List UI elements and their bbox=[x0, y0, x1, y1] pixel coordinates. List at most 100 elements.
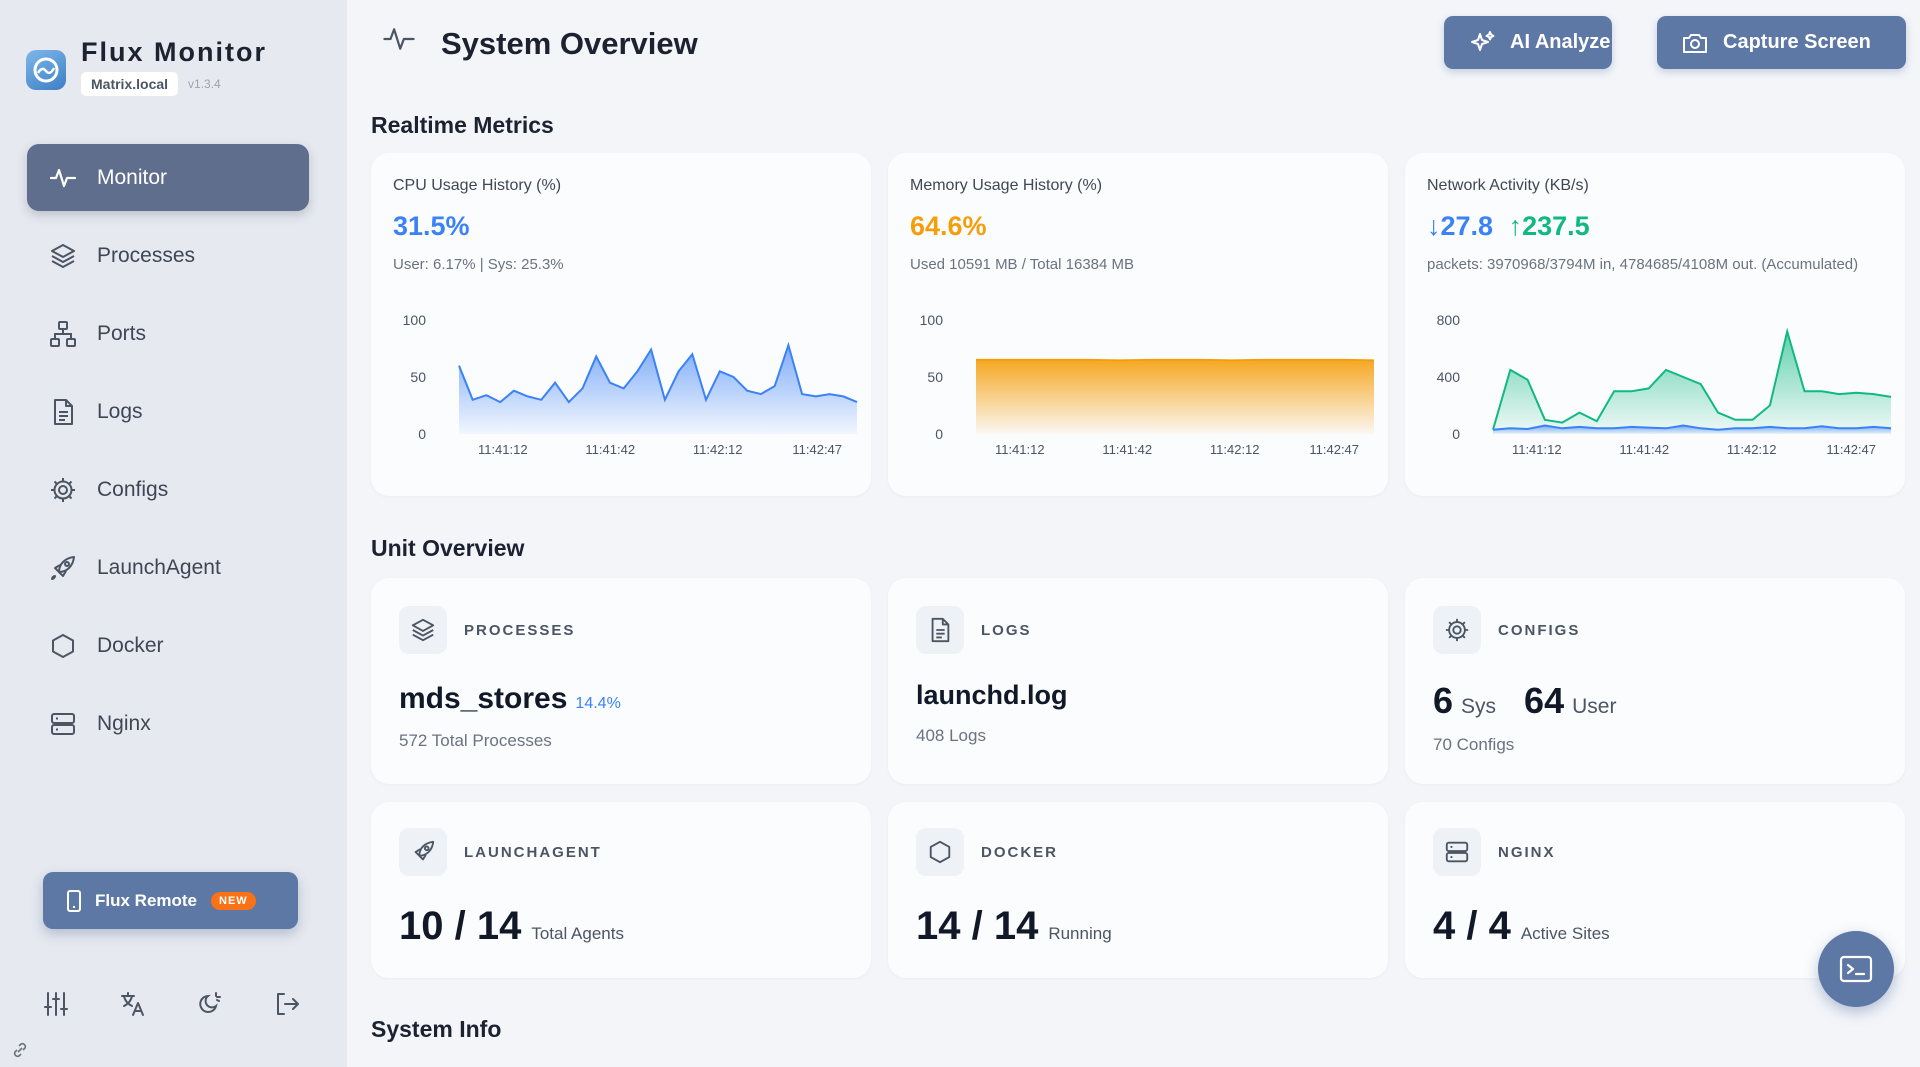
unit-label: NGINX bbox=[1498, 843, 1556, 861]
server-icon bbox=[1433, 828, 1481, 876]
nginx-count: 4 / 4 bbox=[1433, 904, 1511, 948]
sidebar-item-label: Monitor bbox=[97, 165, 168, 189]
layers-icon bbox=[48, 241, 78, 271]
top-process-pct: 14.4% bbox=[575, 695, 621, 712]
unit-sub: 70 Configs bbox=[1433, 735, 1515, 754]
network-down-value: 27.8 bbox=[1440, 211, 1494, 241]
link-icon[interactable] bbox=[10, 1040, 30, 1060]
sidebar-tools bbox=[38, 986, 346, 1022]
file-text-icon bbox=[916, 606, 964, 654]
x-tick-label: 11:42:12 bbox=[1210, 442, 1260, 457]
arrow-down-icon: ↓ bbox=[1427, 211, 1441, 241]
flux-remote-label: Flux Remote bbox=[95, 890, 198, 910]
network-icon bbox=[48, 319, 78, 349]
hexagon-icon bbox=[48, 631, 78, 661]
sidebar-item-monitor[interactable]: Monitor bbox=[27, 144, 309, 211]
x-tick-label: 11:41:42 bbox=[1102, 442, 1152, 457]
series-line bbox=[976, 358, 1375, 362]
y-tick-label: 50 bbox=[410, 369, 426, 385]
server-icon bbox=[48, 709, 78, 739]
metric-title: Network Activity (KB/s) bbox=[1427, 177, 1589, 194]
capture-screen-button[interactable]: Capture Screen bbox=[1657, 16, 1906, 69]
launchagent-unit: Total Agents bbox=[531, 924, 624, 943]
sidebar-item-processes[interactable]: Processes bbox=[27, 222, 309, 289]
top-log-name: launchd.log bbox=[916, 680, 1068, 710]
sidebar: Flux Monitor Matrix.local v1.3.4 Monitor… bbox=[0, 0, 347, 1067]
nginx-unit: Active Sites bbox=[1520, 924, 1610, 943]
layers-icon bbox=[399, 606, 447, 654]
cpu-value: 31.5% bbox=[393, 211, 470, 241]
sidebar-item-logs[interactable]: Logs bbox=[27, 378, 309, 445]
series-line bbox=[1492, 424, 1892, 431]
launchagent-unit-card[interactable]: LAUNCHAGENT 10 / 14 Total Agents bbox=[371, 802, 871, 978]
theme-toggle-icon[interactable] bbox=[192, 986, 228, 1022]
sidebar-item-launchagent[interactable]: LaunchAgent bbox=[27, 534, 309, 601]
gear-icon bbox=[48, 475, 78, 505]
unit-sub: 572 Total Processes bbox=[399, 731, 552, 750]
x-tick-label: 11:41:12 bbox=[995, 442, 1045, 457]
x-tick-label: 11:41:12 bbox=[1512, 442, 1562, 457]
docker-count: 14 / 14 bbox=[916, 904, 1039, 948]
x-tick-label: 11:42:47 bbox=[1309, 442, 1359, 457]
configs-unit-card[interactable]: CONFIGS 6 Sys 64 User 70 Configs bbox=[1405, 578, 1905, 784]
sparkles-icon bbox=[1468, 29, 1496, 57]
sidebar-item-label: Configs bbox=[97, 477, 169, 501]
logout-icon[interactable] bbox=[269, 986, 305, 1022]
sliders-icon[interactable] bbox=[38, 986, 74, 1022]
terminal-icon bbox=[1838, 953, 1874, 985]
translate-icon[interactable] bbox=[115, 986, 151, 1022]
nginx-unit-card[interactable]: NGINX 4 / 4 Active Sites bbox=[1405, 802, 1905, 978]
x-tick-label: 11:42:12 bbox=[1727, 442, 1777, 457]
sidebar-item-ports[interactable]: Ports bbox=[27, 300, 309, 367]
phone-icon bbox=[65, 889, 83, 913]
activity-icon bbox=[48, 163, 78, 193]
sidebar-item-label: Docker bbox=[97, 633, 164, 657]
new-badge: NEW bbox=[211, 891, 256, 910]
sidebar-item-label: Processes bbox=[97, 243, 196, 267]
flux-remote-button[interactable]: Flux Remote NEW bbox=[43, 872, 298, 929]
terminal-button[interactable] bbox=[1818, 931, 1894, 1007]
sidebar-item-nginx[interactable]: Nginx bbox=[27, 690, 309, 757]
docker-unit-card[interactable]: DOCKER 14 / 14 Running bbox=[888, 802, 1388, 978]
arrow-up-icon: ↑ bbox=[1508, 211, 1523, 241]
rocket-icon bbox=[48, 553, 78, 583]
sidebar-item-label: Ports bbox=[97, 321, 147, 345]
unit-label: PROCESSES bbox=[464, 621, 576, 639]
hexagon-icon bbox=[916, 828, 964, 876]
activity-icon bbox=[382, 22, 416, 56]
main-content: System Overview AI Analyze Capture Scree… bbox=[347, 0, 1920, 1067]
sidebar-item-docker[interactable]: Docker bbox=[27, 612, 309, 679]
logs-unit-card[interactable]: LOGS launchd.log 408 Logs bbox=[888, 578, 1388, 784]
page-title: System Overview bbox=[441, 26, 698, 61]
sys-config-label: Sys bbox=[1461, 695, 1497, 718]
ai-analyze-label: AI Analyze bbox=[1510, 31, 1611, 53]
app-name: Flux Monitor bbox=[81, 37, 267, 67]
gear-icon bbox=[1433, 606, 1481, 654]
sidebar-item-configs[interactable]: Configs bbox=[27, 456, 309, 523]
series-area bbox=[1493, 331, 1891, 434]
network-up-value: 237.5 bbox=[1522, 211, 1590, 241]
series-line bbox=[1492, 327, 1892, 430]
sidebar-item-label: Nginx bbox=[97, 711, 151, 735]
y-tick-label: 400 bbox=[1437, 369, 1461, 385]
unit-label: LOGS bbox=[981, 621, 1032, 639]
sidebar-item-label: LaunchAgent bbox=[97, 555, 221, 579]
network-sub: packets: 3970968/3794M in, 4784685/4108M… bbox=[1427, 256, 1859, 273]
x-tick-label: 11:42:47 bbox=[1826, 442, 1876, 457]
user-config-count: 64 bbox=[1524, 680, 1565, 721]
ai-analyze-button[interactable]: AI Analyze bbox=[1444, 16, 1612, 69]
y-tick-label: 50 bbox=[927, 369, 943, 385]
y-tick-label: 0 bbox=[935, 426, 943, 442]
y-tick-label: 0 bbox=[418, 426, 426, 442]
x-tick-label: 11:42:12 bbox=[693, 442, 743, 457]
unit-label: CONFIGS bbox=[1498, 621, 1581, 639]
series-area bbox=[976, 359, 1374, 434]
capture-screen-label: Capture Screen bbox=[1723, 31, 1871, 53]
processes-unit-card[interactable]: PROCESSES mds_stores 14.4% 572 Total Pro… bbox=[371, 578, 871, 784]
cpu-sub: User: 6.17% | Sys: 25.3% bbox=[393, 256, 564, 273]
host-badge: Matrix.local bbox=[81, 72, 179, 96]
user-config-label: User bbox=[1572, 695, 1617, 718]
metric-title: Memory Usage History (%) bbox=[910, 177, 1103, 194]
network-chart: 800 400 0 11:41:12 11:41:42 11:42:12 11:42:47 bbox=[1437, 312, 1892, 457]
memory-metric-card: Memory Usage History (%) 64.6% Used 1059… bbox=[888, 153, 1388, 496]
